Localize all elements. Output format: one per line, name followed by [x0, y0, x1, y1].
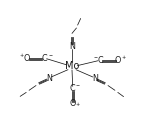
Text: N: N	[69, 42, 75, 51]
Text: O: O	[115, 56, 121, 65]
Text: O: O	[70, 99, 76, 108]
Text: C: C	[97, 56, 103, 65]
Text: $^+$: $^+$	[74, 103, 81, 109]
Text: $^-$: $^-$	[47, 53, 53, 59]
Text: N: N	[46, 74, 52, 83]
Text: $^+$: $^+$	[18, 53, 24, 59]
Text: O: O	[23, 54, 30, 63]
Text: $^+$: $^+$	[120, 55, 127, 61]
Text: N: N	[92, 74, 98, 83]
Text: C: C	[42, 54, 48, 63]
Text: $^-$: $^-$	[92, 55, 98, 61]
Text: C: C	[70, 84, 76, 93]
Text: $^-$: $^-$	[74, 83, 81, 89]
Text: Mo: Mo	[65, 61, 79, 71]
